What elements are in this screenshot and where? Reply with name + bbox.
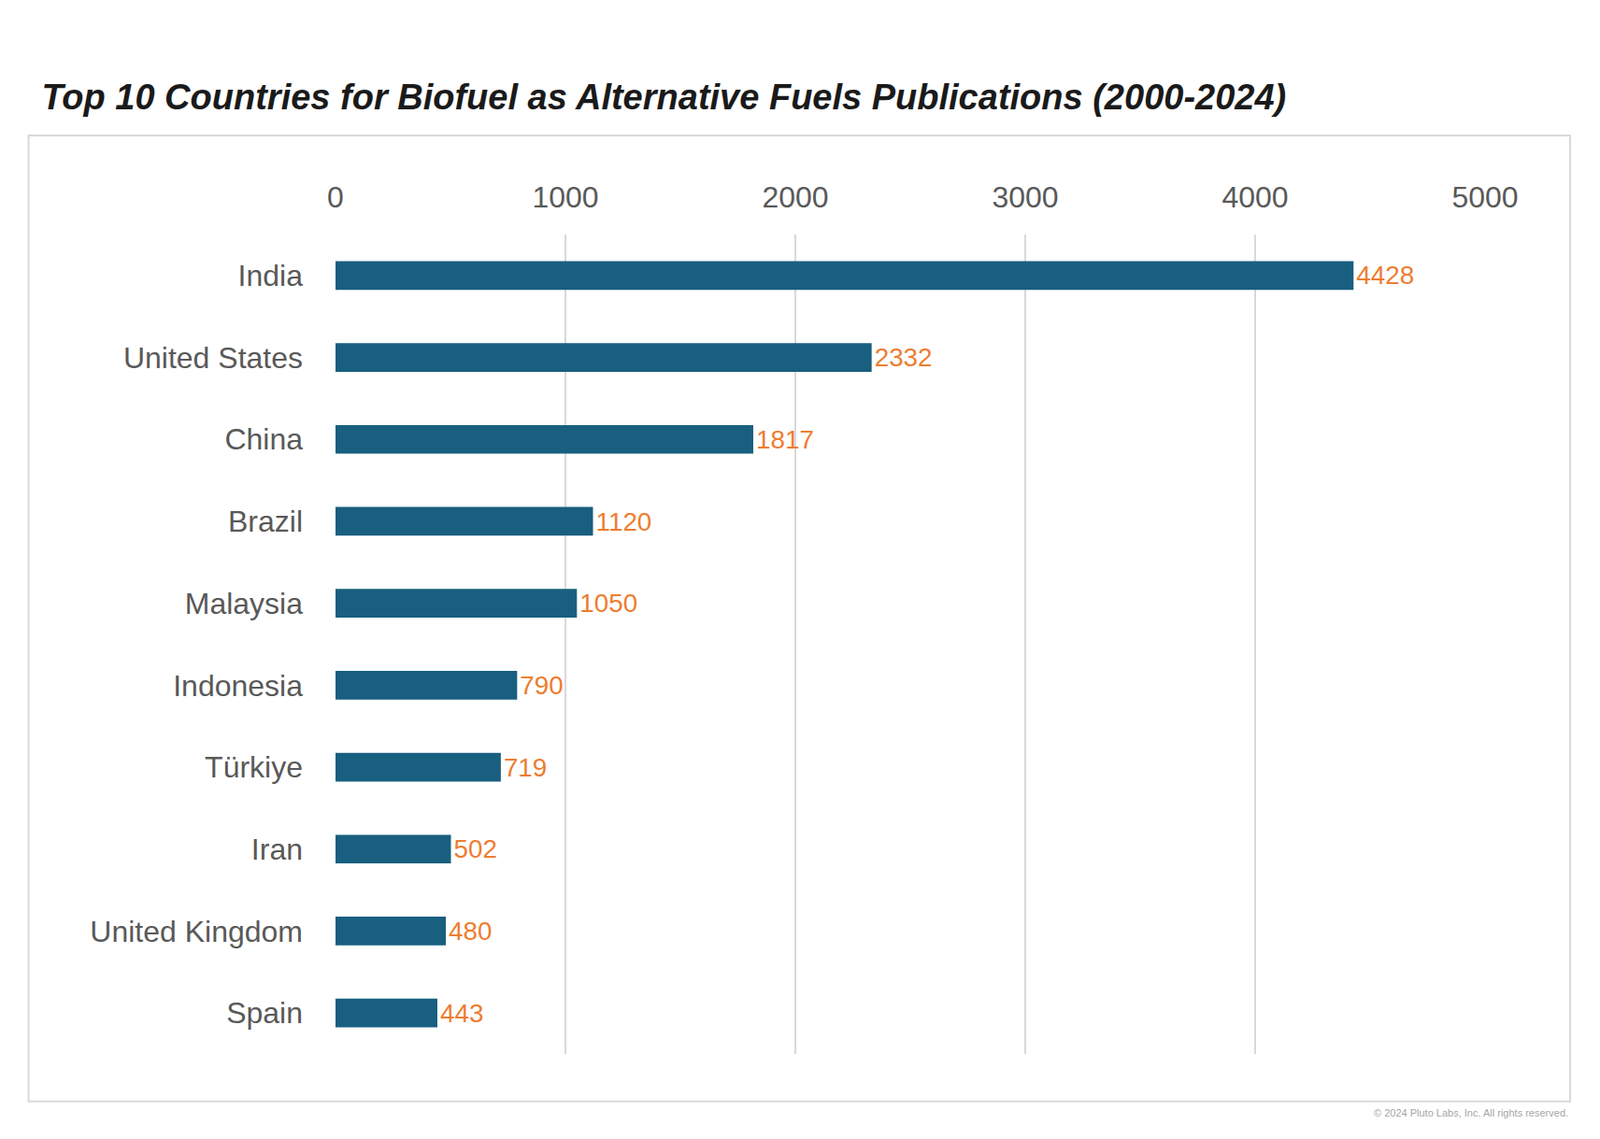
svg-text:Indonesia: Indonesia — [172, 669, 303, 703]
svg-text:Türkiye: Türkiye — [204, 750, 303, 785]
svg-text:China: China — [224, 422, 303, 457]
svg-text:India: India — [238, 258, 304, 293]
svg-text:1817: 1817 — [756, 425, 815, 455]
svg-text:Malaysia: Malaysia — [185, 586, 303, 621]
svg-text:2000: 2000 — [761, 180, 829, 215]
svg-text:5000: 5000 — [1451, 180, 1518, 215]
svg-text:Spain: Spain — [226, 996, 303, 1030]
svg-text:United Kingdom: United Kingdom — [89, 914, 303, 949]
svg-text:Iran: Iran — [251, 832, 303, 867]
svg-text:© 2024 Pluto Labs, Inc. All ri: © 2024 Pluto Labs, Inc. All rights reser… — [1373, 1107, 1569, 1119]
svg-text:1050: 1050 — [579, 588, 638, 618]
svg-text:1000: 1000 — [531, 180, 599, 215]
svg-text:United States: United States — [123, 341, 303, 375]
svg-text:4428: 4428 — [1356, 260, 1415, 290]
svg-text:2332: 2332 — [874, 342, 933, 372]
svg-text:0: 0 — [327, 180, 344, 215]
svg-text:480: 480 — [448, 916, 492, 946]
svg-text:1120: 1120 — [596, 507, 653, 537]
svg-text:502: 502 — [453, 834, 497, 864]
svg-text:Top 10 Countries for Biofuel a: Top 10 Countries for Biofuel as Alternat… — [42, 77, 1287, 117]
svg-text:719: 719 — [503, 753, 547, 783]
svg-text:443: 443 — [440, 999, 484, 1029]
svg-text:3000: 3000 — [991, 180, 1058, 215]
svg-text:4000: 4000 — [1221, 180, 1288, 215]
svg-text:790: 790 — [519, 671, 563, 700]
svg-text:Brazil: Brazil — [228, 504, 303, 539]
